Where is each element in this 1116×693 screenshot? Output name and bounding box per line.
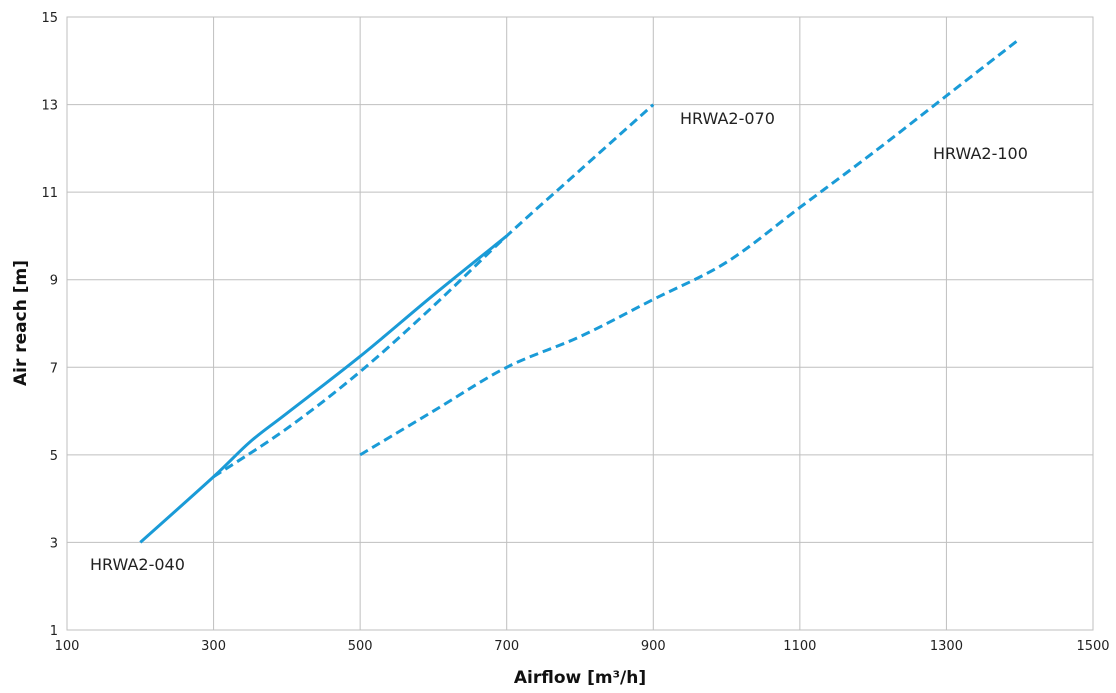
x-axis-ticks: 100 300 500 700 900 1100 1300 1500 — [55, 639, 1110, 654]
series-label-hrwa2-070: HRWA2-070 — [680, 109, 775, 128]
y-tick-label: 3 — [50, 536, 58, 551]
x-tick-label: 1100 — [783, 639, 816, 654]
x-tick-label: 500 — [348, 639, 373, 654]
y-tick-label: 15 — [41, 11, 58, 26]
series-label-hrwa2-040: HRWA2-040 — [90, 555, 185, 574]
y-tick-label: 9 — [50, 274, 58, 289]
x-tick-label: 100 — [55, 639, 80, 654]
y-tick-label: 13 — [41, 99, 58, 114]
y-tick-label: 11 — [41, 186, 58, 201]
series-lines — [139, 37, 1021, 544]
series-label-hrwa2-100: HRWA2-100 — [933, 144, 1028, 163]
y-tick-label: 1 — [50, 624, 58, 639]
x-tick-label: 1300 — [930, 639, 963, 654]
y-axis-title: Air reach [m] — [11, 260, 31, 386]
x-tick-label: 300 — [201, 639, 226, 654]
series-line-hrwa2-100 — [359, 37, 1021, 457]
y-tick-label: 5 — [50, 449, 58, 464]
plot-area — [66, 16, 1094, 631]
series-line-hrwa2-040 — [139, 234, 508, 544]
series-line-hrwa2-070 — [212, 103, 655, 479]
x-tick-label: 900 — [641, 639, 666, 654]
x-tick-label: 1500 — [1076, 639, 1109, 654]
y-tick-label: 7 — [50, 361, 58, 376]
x-tick-label: 700 — [494, 639, 519, 654]
x-axis-title: Airflow [m³/h] — [514, 668, 646, 688]
